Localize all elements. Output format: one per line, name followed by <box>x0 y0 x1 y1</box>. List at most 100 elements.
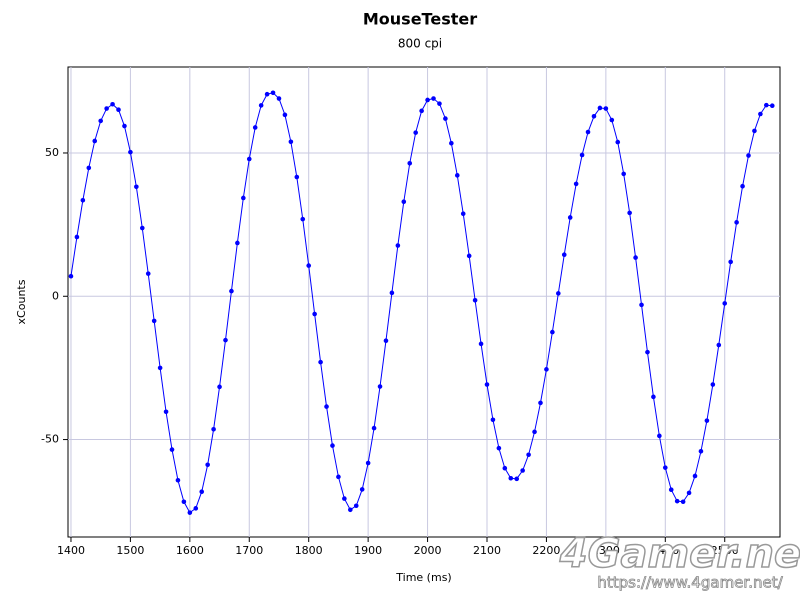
data-point <box>508 475 514 481</box>
data-point <box>573 181 579 187</box>
data-point <box>526 452 531 458</box>
data-point <box>300 216 306 222</box>
data-point <box>270 90 276 96</box>
data-point <box>205 462 210 468</box>
x-tick-label: 1800 <box>295 544 323 557</box>
data-point <box>318 359 323 365</box>
data-point <box>294 174 300 180</box>
data-point <box>639 302 644 308</box>
data-point <box>110 101 115 107</box>
data-point <box>276 96 282 101</box>
y-tick-label: -50 <box>41 433 59 446</box>
x-tick-label: 2100 <box>473 544 501 557</box>
x-tick-label: 2300 <box>592 544 620 557</box>
x-tick-label: 1500 <box>116 544 144 557</box>
data-point <box>211 426 216 432</box>
data-point <box>217 384 222 390</box>
x-tick-label: 2500 <box>711 544 739 557</box>
data-point <box>104 106 109 111</box>
data-point <box>151 318 157 324</box>
data-point <box>728 259 733 265</box>
data-point <box>490 417 496 423</box>
data-point <box>365 460 371 466</box>
data-point <box>181 499 187 505</box>
data-point <box>645 349 650 355</box>
data-point <box>128 149 133 155</box>
data-point <box>716 342 722 348</box>
data-point <box>686 490 692 496</box>
data-point <box>520 468 525 473</box>
data-point <box>312 311 317 317</box>
data-point <box>437 101 442 106</box>
data-point <box>324 404 329 409</box>
data-point <box>330 443 335 448</box>
data-point <box>449 140 454 146</box>
data-point <box>86 165 92 171</box>
data-point <box>710 382 716 387</box>
data-point <box>74 234 80 240</box>
data-point <box>544 367 549 372</box>
data-point <box>609 117 615 123</box>
data-point <box>454 173 460 178</box>
data-point <box>175 477 181 483</box>
data-point <box>163 409 169 415</box>
data-point <box>496 445 502 451</box>
data-point <box>353 503 359 509</box>
data-point <box>657 433 662 439</box>
data-point <box>651 394 656 400</box>
data-point <box>98 118 103 124</box>
data-point <box>395 243 401 248</box>
data-point <box>116 107 121 113</box>
data-point <box>502 465 508 471</box>
x-tick-label: 2200 <box>532 544 560 557</box>
data-point <box>235 240 240 246</box>
data-point <box>746 153 751 158</box>
data-point <box>342 496 347 501</box>
data-point <box>704 418 710 423</box>
data-point <box>591 113 597 119</box>
x-tick-label: 1400 <box>57 544 85 557</box>
data-point <box>722 301 728 306</box>
x-tick-label: 1900 <box>354 544 382 557</box>
data-point <box>229 288 234 294</box>
data-point <box>80 197 86 203</box>
data-point <box>692 473 698 479</box>
data-point <box>538 400 543 406</box>
x-tick-label: 2400 <box>651 544 679 557</box>
data-point <box>348 507 353 513</box>
data-point <box>561 252 567 258</box>
data-point <box>145 271 151 276</box>
data-point <box>443 116 448 121</box>
data-point <box>336 474 341 480</box>
data-point <box>139 225 145 231</box>
data-point <box>169 447 175 452</box>
data-point <box>193 506 199 511</box>
data-point <box>401 199 407 204</box>
data-point <box>383 338 389 343</box>
data-point <box>621 171 626 177</box>
data-point <box>662 465 668 470</box>
data-point <box>734 220 739 225</box>
chart-title: MouseTester <box>363 10 477 29</box>
data-point <box>680 499 686 505</box>
watermark-url: https://www.4gamer.net/ <box>597 574 783 592</box>
data-point <box>484 382 490 387</box>
data-point <box>752 128 757 134</box>
data-point <box>252 125 258 130</box>
x-tick-label: 1700 <box>235 544 263 557</box>
data-point <box>288 139 294 145</box>
data-point <box>514 476 520 482</box>
data-point <box>431 96 436 101</box>
data-point <box>764 102 769 108</box>
data-point <box>633 255 638 260</box>
data-point <box>306 263 312 268</box>
data-point <box>122 123 127 129</box>
data-point <box>92 138 98 144</box>
data-point <box>371 425 377 431</box>
data-point <box>668 487 674 493</box>
y-axis-label: xCounts <box>15 279 28 324</box>
data-point <box>241 195 246 201</box>
data-point <box>603 106 609 111</box>
data-point <box>68 273 74 279</box>
data-point <box>407 160 413 166</box>
